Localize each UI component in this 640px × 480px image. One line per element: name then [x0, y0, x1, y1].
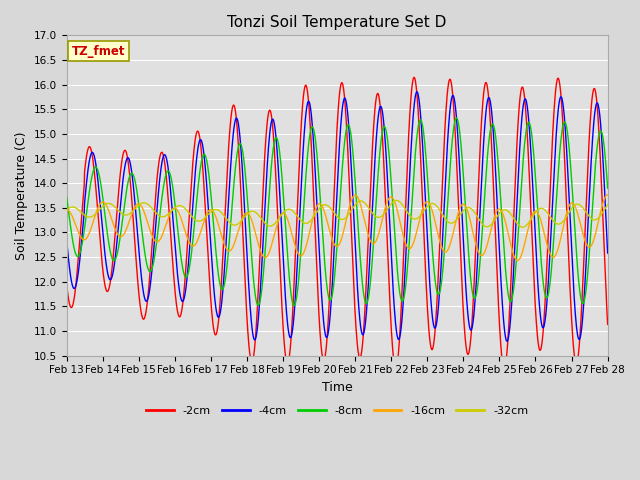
Legend: -2cm, -4cm, -8cm, -16cm, -32cm: -2cm, -4cm, -8cm, -16cm, -32cm [141, 402, 532, 420]
X-axis label: Time: Time [322, 381, 353, 394]
Text: TZ_fmet: TZ_fmet [72, 45, 125, 58]
Title: Tonzi Soil Temperature Set D: Tonzi Soil Temperature Set D [227, 15, 447, 30]
Y-axis label: Soil Temperature (C): Soil Temperature (C) [15, 131, 28, 260]
